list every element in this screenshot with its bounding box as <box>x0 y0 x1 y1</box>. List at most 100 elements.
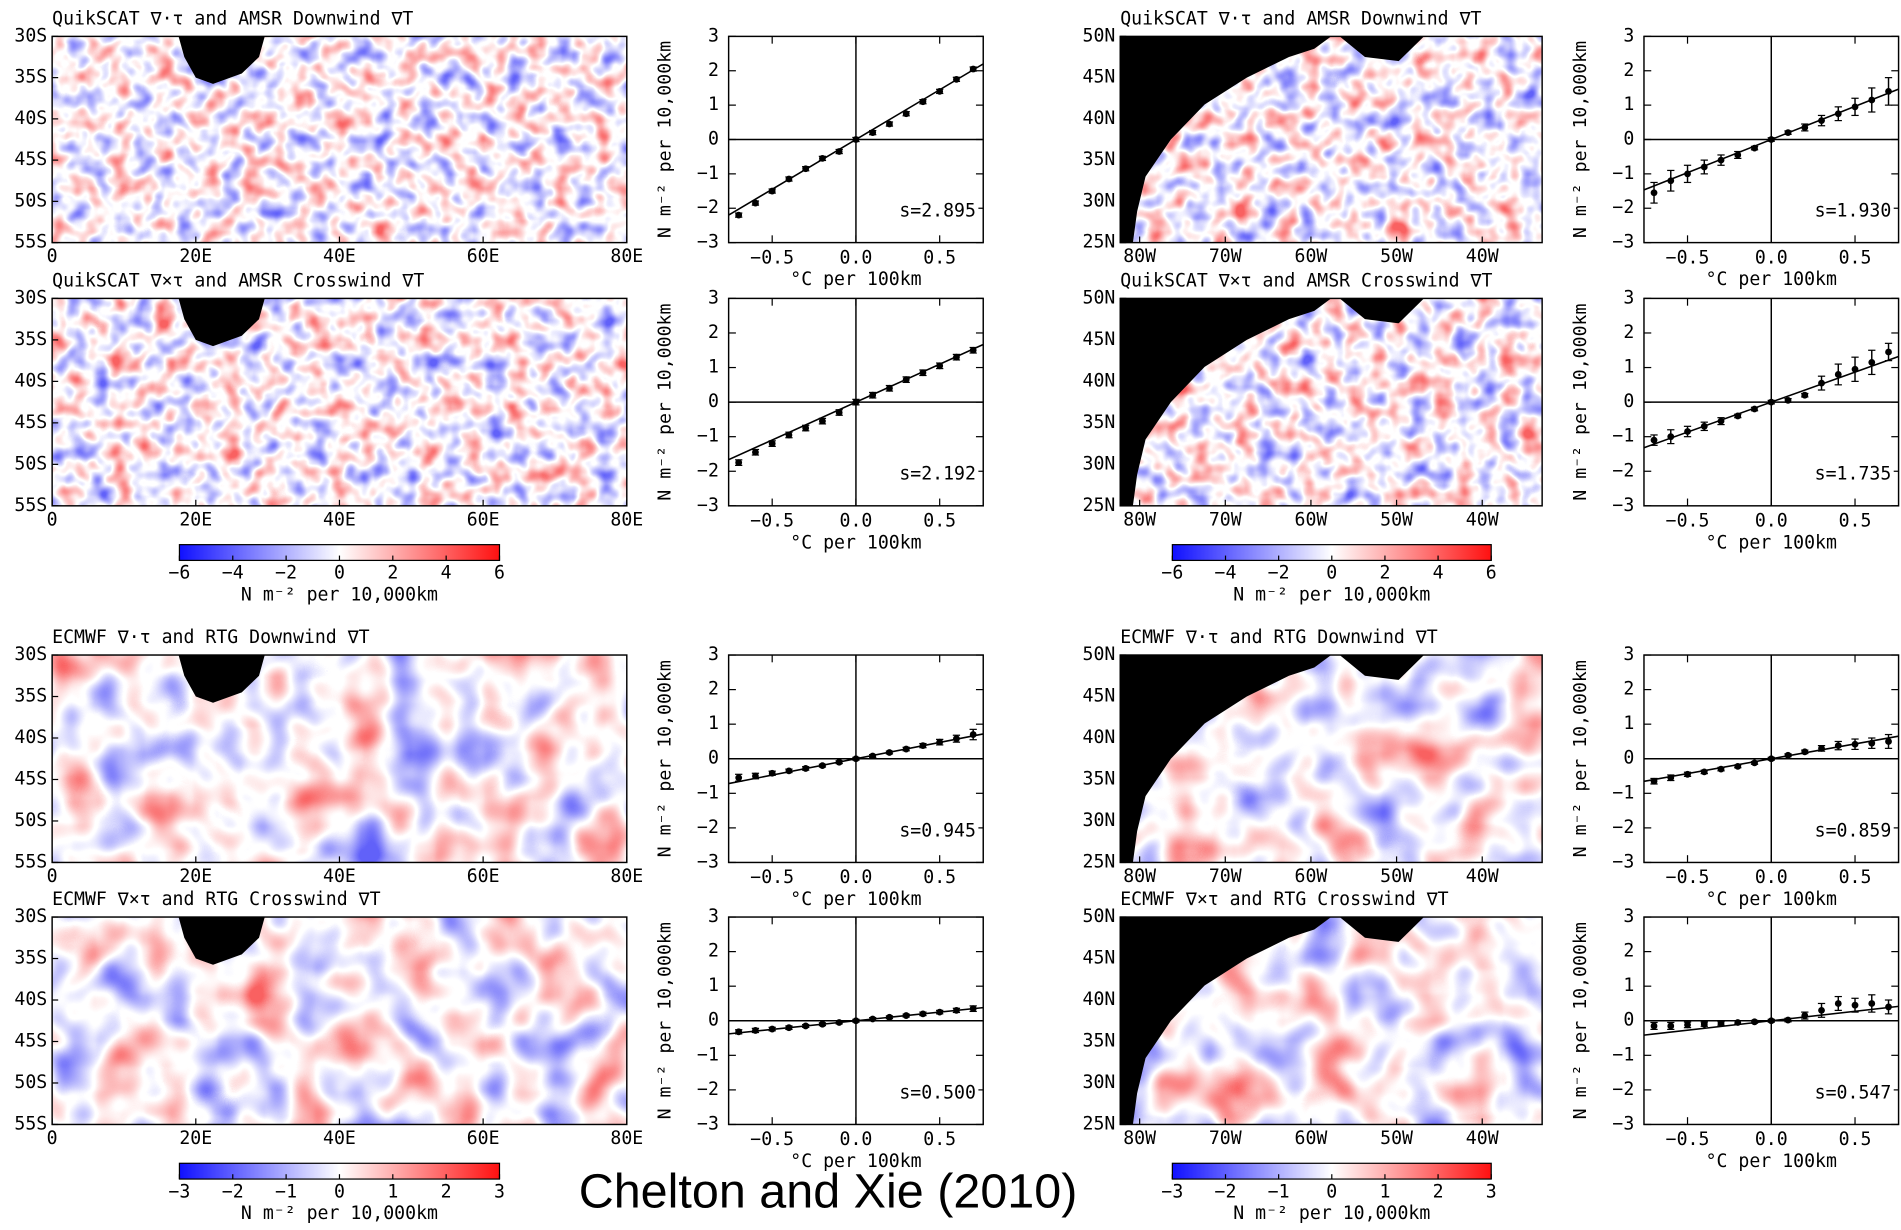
x-tick-label: −0.5 <box>1666 1129 1710 1150</box>
lat-label: 50S <box>14 810 47 831</box>
point <box>869 752 877 760</box>
point <box>1851 365 1859 373</box>
point <box>1784 1016 1792 1024</box>
lon-label: 60W <box>1295 1128 1328 1149</box>
colorbar-tick-label: −4 <box>222 563 244 584</box>
point <box>869 129 877 137</box>
lat-label: 30N <box>1083 453 1116 474</box>
point <box>953 735 960 743</box>
lon-label: 20E <box>179 1128 212 1149</box>
x-tick-label: 0.5 <box>1839 511 1872 532</box>
y-tick-label: −1 <box>1612 426 1634 447</box>
y-tick-label: 3 <box>708 644 719 665</box>
lat-label: 40N <box>1083 370 1116 391</box>
lat-label: 50S <box>14 453 47 474</box>
point <box>1868 739 1876 747</box>
point <box>1650 1022 1658 1030</box>
point <box>1700 422 1708 430</box>
point <box>1885 348 1892 356</box>
y-tick-label: 3 <box>708 25 719 46</box>
colorbar-tick-label: 4 <box>441 563 452 584</box>
point <box>835 409 843 416</box>
point <box>936 362 944 370</box>
slope-label-bg <box>874 462 979 487</box>
y-tick-label: 2 <box>1623 322 1634 343</box>
x-axis-label: °C per 100km <box>1706 269 1837 290</box>
point <box>953 353 960 361</box>
lat-label: 45S <box>14 768 47 789</box>
point <box>1851 103 1859 111</box>
lon-label: 20E <box>179 866 212 887</box>
point <box>1834 110 1842 118</box>
y-tick-label: 2 <box>1623 941 1634 962</box>
lon-label: 80E <box>610 866 643 887</box>
lon-label: 40W <box>1466 1128 1499 1149</box>
lat-label: 55S <box>14 495 47 516</box>
colorbar-tick-label: −1 <box>1268 1181 1290 1202</box>
point <box>752 199 759 207</box>
y-tick-label: −3 <box>1612 1113 1634 1134</box>
colorbar-tick-label: −2 <box>1215 1181 1237 1202</box>
lon-label: 80E <box>610 1128 643 1149</box>
y-tick-label: −3 <box>1612 851 1634 872</box>
x-tick-label: −0.5 <box>1666 867 1710 888</box>
x-tick-label: −0.5 <box>1666 247 1710 268</box>
point <box>1717 765 1725 773</box>
map-title: QuikSCAT ∇×τ and AMSR Crosswind ∇T <box>52 270 424 291</box>
y-tick-label: 0 <box>1623 748 1634 769</box>
point <box>852 1017 860 1025</box>
y-axis-label: N m⁻² per 10,000km <box>1570 303 1591 500</box>
lon-label: 80E <box>610 509 643 530</box>
y-tick-label: −1 <box>1612 782 1634 803</box>
lon-label: 60W <box>1295 866 1328 887</box>
point <box>1650 436 1658 444</box>
colorbar-tick-label: −1 <box>275 1181 297 1202</box>
point <box>936 87 944 95</box>
y-tick-label: 1 <box>708 713 719 734</box>
lon-label: 50W <box>1380 1128 1413 1149</box>
y-tick-label: −3 <box>697 495 719 516</box>
point <box>802 1022 810 1030</box>
y-tick-label: −3 <box>1612 232 1634 253</box>
x-tick-label: 0.0 <box>840 1129 873 1150</box>
point <box>768 1025 776 1033</box>
point <box>1734 762 1742 770</box>
colorbar-tick-label: −3 <box>168 1181 190 1202</box>
x-tick-label: −0.5 <box>750 867 794 888</box>
point <box>1801 748 1809 756</box>
point <box>1851 1001 1859 1009</box>
slope-label-bg <box>874 199 979 224</box>
point <box>1667 177 1675 185</box>
slope-label-bg <box>1789 1081 1894 1106</box>
point <box>819 1020 826 1028</box>
lat-label: 45N <box>1083 329 1116 350</box>
lon-label: 80E <box>610 246 643 267</box>
point <box>1751 144 1758 152</box>
x-axis-label: °C per 100km <box>790 532 921 553</box>
point <box>1868 1000 1876 1007</box>
x-tick-label: 0.5 <box>923 511 956 532</box>
x-axis-label: °C per 100km <box>790 269 921 290</box>
point <box>919 98 927 106</box>
x-axis-label: °C per 100km <box>790 1151 921 1172</box>
point <box>1818 379 1825 387</box>
map-field-negative <box>52 655 627 863</box>
y-tick-label: 1 <box>1623 975 1634 996</box>
map-title: QuikSCAT ∇×τ and AMSR Crosswind ∇T <box>1120 270 1492 291</box>
x-tick-label: 0.0 <box>1755 247 1788 268</box>
y-axis-label: N m⁻² per 10,000km <box>655 660 676 857</box>
lat-label: 55S <box>14 851 47 872</box>
lon-label: 0 <box>47 866 58 887</box>
lon-label: 70W <box>1209 509 1242 530</box>
point <box>852 136 860 143</box>
y-tick-label: −2 <box>697 1079 719 1100</box>
colorbar-label: N m⁻² per 10,000km <box>241 1203 438 1224</box>
point <box>886 1013 893 1021</box>
colorbar-tick-label: 3 <box>1486 1181 1497 1202</box>
land <box>178 917 265 965</box>
point <box>1784 751 1792 759</box>
point <box>969 731 977 738</box>
y-axis-label: N m⁻² per 10,000km <box>655 303 676 500</box>
point <box>852 398 860 406</box>
